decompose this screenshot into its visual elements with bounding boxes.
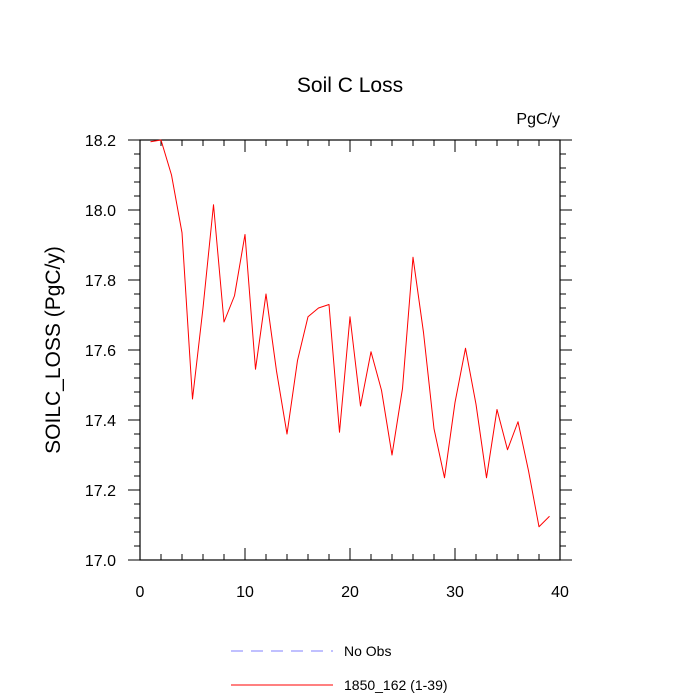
series-layer [150, 139, 550, 528]
plot-frame [139, 139, 561, 561]
legend: No Obs 1850_162 (1-39) [231, 643, 448, 693]
x-tick-label: 40 [551, 584, 569, 601]
x-tick-label: 10 [236, 584, 254, 601]
axis-tick-labels: 0 10 20 30 40 17.0 17.2 17.4 17.6 17.8 18.0 18.2 [85, 133, 569, 601]
y-tick-label: 18.0 [85, 203, 116, 220]
x-tick-label: 30 [446, 584, 464, 601]
y-axis-label: SOILC_LOSS (PgC/y) [42, 246, 65, 454]
legend-label: No Obs [344, 643, 391, 659]
axis-ticks [128, 139, 572, 561]
x-tick-label: 0 [136, 584, 145, 601]
y-tick-label: 17.2 [85, 483, 116, 500]
units-label: PgC/y [516, 111, 560, 128]
series-line [150, 139, 550, 528]
y-tick-label: 17.0 [85, 553, 116, 570]
x-tick-label: 20 [341, 584, 359, 601]
y-tick-label: 18.2 [85, 133, 116, 150]
legend-label: 1850_162 (1-39) [344, 677, 448, 693]
y-tick-label: 17.8 [85, 273, 116, 290]
chart-title: Soil C Loss [297, 74, 403, 97]
y-tick-label: 17.6 [85, 343, 116, 360]
y-tick-label: 17.4 [85, 413, 116, 430]
